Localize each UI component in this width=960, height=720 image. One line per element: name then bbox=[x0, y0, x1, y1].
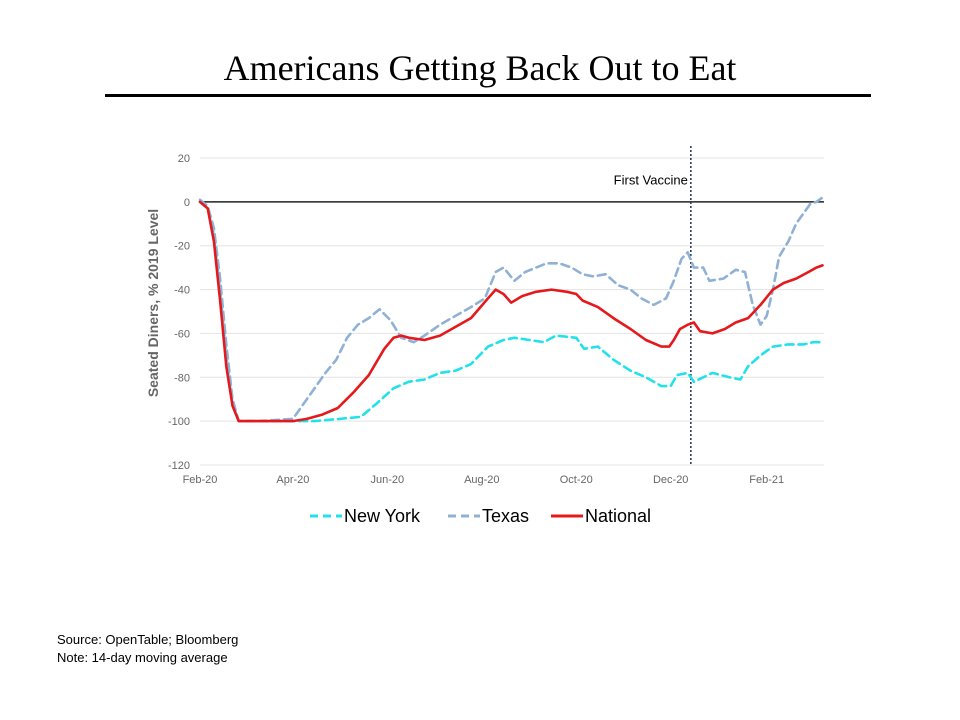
source-text: Source: OpenTable; Bloomberg bbox=[57, 632, 239, 647]
note-text: Note: 14-day moving average bbox=[57, 650, 228, 665]
y-tick-label: -20 bbox=[174, 241, 190, 253]
y-tick-label: -100 bbox=[168, 416, 190, 428]
y-axis-label: Seated Diners, % 2019 Level bbox=[145, 209, 161, 397]
legend: New York Texas National bbox=[310, 506, 651, 526]
vaccine-annotation-label: First Vaccine bbox=[614, 172, 688, 187]
x-tick-label: Feb-20 bbox=[183, 474, 218, 486]
series-line-national bbox=[198, 200, 824, 423]
x-tick-label: Jun-20 bbox=[371, 474, 405, 486]
series-lines bbox=[198, 196, 824, 423]
x-tick-label: Dec-20 bbox=[653, 474, 688, 486]
x-tick-label: Feb-21 bbox=[749, 474, 784, 486]
series-line-texas bbox=[198, 196, 824, 423]
x-tick-label: Apr-20 bbox=[276, 474, 309, 486]
y-tick-label: -120 bbox=[168, 460, 190, 472]
legend-label: National bbox=[585, 506, 651, 526]
y-tick-labels: 20 0 -20 -40 -60 -80 -100 -120 bbox=[168, 153, 190, 472]
legend-label: New York bbox=[344, 506, 421, 526]
series-line-new-york bbox=[198, 200, 824, 423]
y-tick-label: -80 bbox=[174, 372, 190, 384]
vaccine-annotation: First Vaccine bbox=[614, 146, 692, 465]
source-notes: Source: OpenTable; Bloomberg Note: 14-da… bbox=[57, 631, 238, 667]
x-tick-label: Aug-20 bbox=[464, 474, 499, 486]
line-chart: 20 0 -20 -40 -60 -80 -100 -120 Feb-20 Apr-20 Jun-… bbox=[145, 146, 824, 526]
y-tick-label: -60 bbox=[174, 328, 190, 340]
x-tick-labels: Feb-20 Apr-20 Jun-20 Aug-20 Oct-20 Dec-20 Feb-… bbox=[183, 474, 785, 486]
y-tick-label: -40 bbox=[174, 285, 190, 297]
title-underline bbox=[105, 94, 871, 97]
gridlines bbox=[200, 157, 824, 466]
slide-title: Americans Getting Back Out to Eat bbox=[223, 48, 737, 88]
y-tick-label: 20 bbox=[178, 153, 190, 165]
y-tick-label: 0 bbox=[184, 197, 190, 209]
x-tick-label: Oct-20 bbox=[560, 474, 593, 486]
legend-label: Texas bbox=[482, 506, 529, 526]
